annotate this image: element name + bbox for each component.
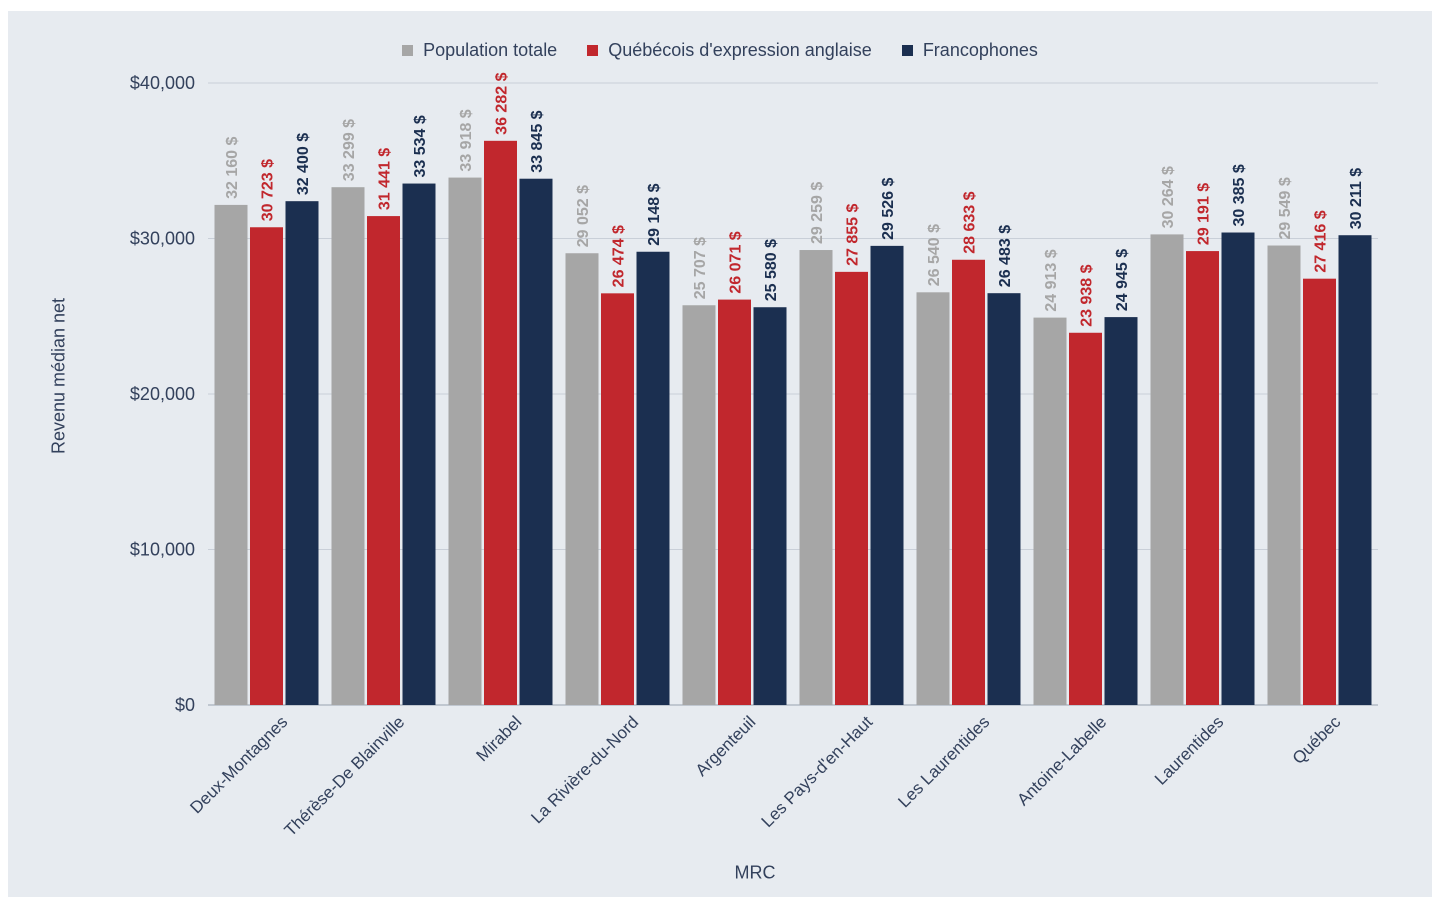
x-tick-label: Deux-Montagnes: [186, 712, 291, 817]
legend-label-population-totale: Population totale: [423, 40, 558, 60]
x-tick-label: Les Laurentides: [894, 712, 993, 811]
data-label: 32 160 $: [224, 137, 241, 199]
data-label: 25 580 $: [763, 239, 780, 301]
x-axis-title: MRC: [734, 862, 776, 883]
bar: [1338, 235, 1372, 706]
data-label: 23 938 $: [1079, 264, 1096, 326]
y-tick-label: $40,000: [130, 73, 195, 93]
legend-label-francophones: Francophones: [922, 40, 1038, 60]
bar: [799, 250, 833, 705]
x-tick-label: La Rivière-du-Nord: [527, 712, 642, 827]
bar: [331, 187, 365, 705]
data-label: 26 540 $: [926, 224, 943, 286]
y-tick-label: $10,000: [130, 540, 195, 560]
data-label: 30 385 $: [1231, 164, 1248, 226]
bar: [601, 293, 634, 705]
bar: [214, 204, 248, 706]
x-tick-label: Laurentides: [1151, 712, 1227, 788]
data-label: 27 855 $: [845, 203, 862, 265]
data-label: 31 441 $: [377, 148, 394, 210]
y-tick-label: $20,000: [130, 384, 195, 404]
bar: [484, 140, 517, 706]
bar: [1033, 317, 1067, 705]
legend: Population totale Québécois d'expression…: [0, 40, 1440, 61]
bar: [1221, 232, 1255, 705]
bar: [682, 305, 716, 705]
y-tick-label: $30,000: [130, 229, 195, 249]
bar: [1104, 317, 1138, 705]
data-label: 30 211 $: [1348, 168, 1365, 230]
data-label: 36 282 $: [494, 72, 511, 134]
data-label: 29 526 $: [880, 177, 897, 239]
bar: [636, 251, 670, 705]
x-tick-label: Les Pays-d'en-Haut: [758, 712, 877, 831]
data-label: 25 707 $: [692, 237, 709, 299]
x-tick-label: Argenteuil: [692, 712, 760, 780]
bar: [1186, 251, 1219, 705]
data-label: 24 913 $: [1043, 249, 1060, 311]
bar: [835, 271, 868, 705]
bar: [987, 293, 1021, 705]
data-label: 24 945 $: [1114, 249, 1131, 311]
data-label: 26 474 $: [611, 225, 628, 287]
bar: [1150, 234, 1184, 705]
bar: [1303, 278, 1336, 705]
data-label: 26 483 $: [997, 225, 1014, 287]
data-label: 29 259 $: [809, 182, 826, 244]
data-label: 29 549 $: [1277, 177, 1294, 239]
bar: [753, 307, 787, 705]
legend-item-population-totale: Population totale: [402, 40, 557, 61]
data-label: 30 723 $: [260, 159, 277, 221]
data-label: 26 071 $: [728, 231, 745, 293]
data-label: 33 534 $: [412, 115, 429, 177]
y-tick-label: $0: [175, 695, 195, 715]
legend-label-anglophones: Québécois d'expression anglaise: [608, 40, 872, 60]
bar: [718, 299, 751, 705]
data-label: 29 052 $: [575, 185, 592, 247]
x-tick-label: Antoine-Labelle: [1013, 712, 1110, 809]
bar: [1267, 245, 1301, 705]
legend-swatch-francophones: [901, 45, 913, 56]
data-label: 33 918 $: [458, 109, 475, 171]
data-label: 29 191 $: [1196, 183, 1213, 245]
x-tick-label: Thérèse-De Blainville: [281, 712, 409, 840]
bar: [952, 259, 985, 705]
legend-item-anglophones: Québécois d'expression anglaise: [587, 40, 872, 61]
bar: [448, 177, 482, 706]
legend-item-francophones: Francophones: [901, 40, 1038, 61]
data-label: 32 400 $: [295, 133, 312, 195]
bar: [367, 216, 400, 705]
data-label: 33 845 $: [529, 110, 546, 172]
bar: [285, 201, 319, 705]
bar: [250, 227, 283, 705]
legend-swatch-population-totale: [402, 45, 414, 56]
data-label: 29 148 $: [646, 183, 663, 245]
bar: [916, 292, 950, 705]
legend-swatch-anglophones: [587, 45, 599, 56]
x-tick-label: Québec: [1289, 712, 1345, 768]
data-label: 33 299 $: [341, 119, 358, 181]
data-label: 28 633 $: [962, 191, 979, 253]
bar: [1069, 332, 1102, 705]
x-tick-label: Mirabel: [472, 712, 525, 765]
bar: [565, 253, 599, 705]
bar: [402, 183, 436, 706]
y-axis-title: Revenu médian net: [48, 297, 69, 455]
data-label: 30 264 $: [1160, 166, 1177, 228]
data-label: 27 416 $: [1313, 210, 1330, 272]
bar: [519, 178, 553, 705]
bar: [870, 245, 904, 705]
